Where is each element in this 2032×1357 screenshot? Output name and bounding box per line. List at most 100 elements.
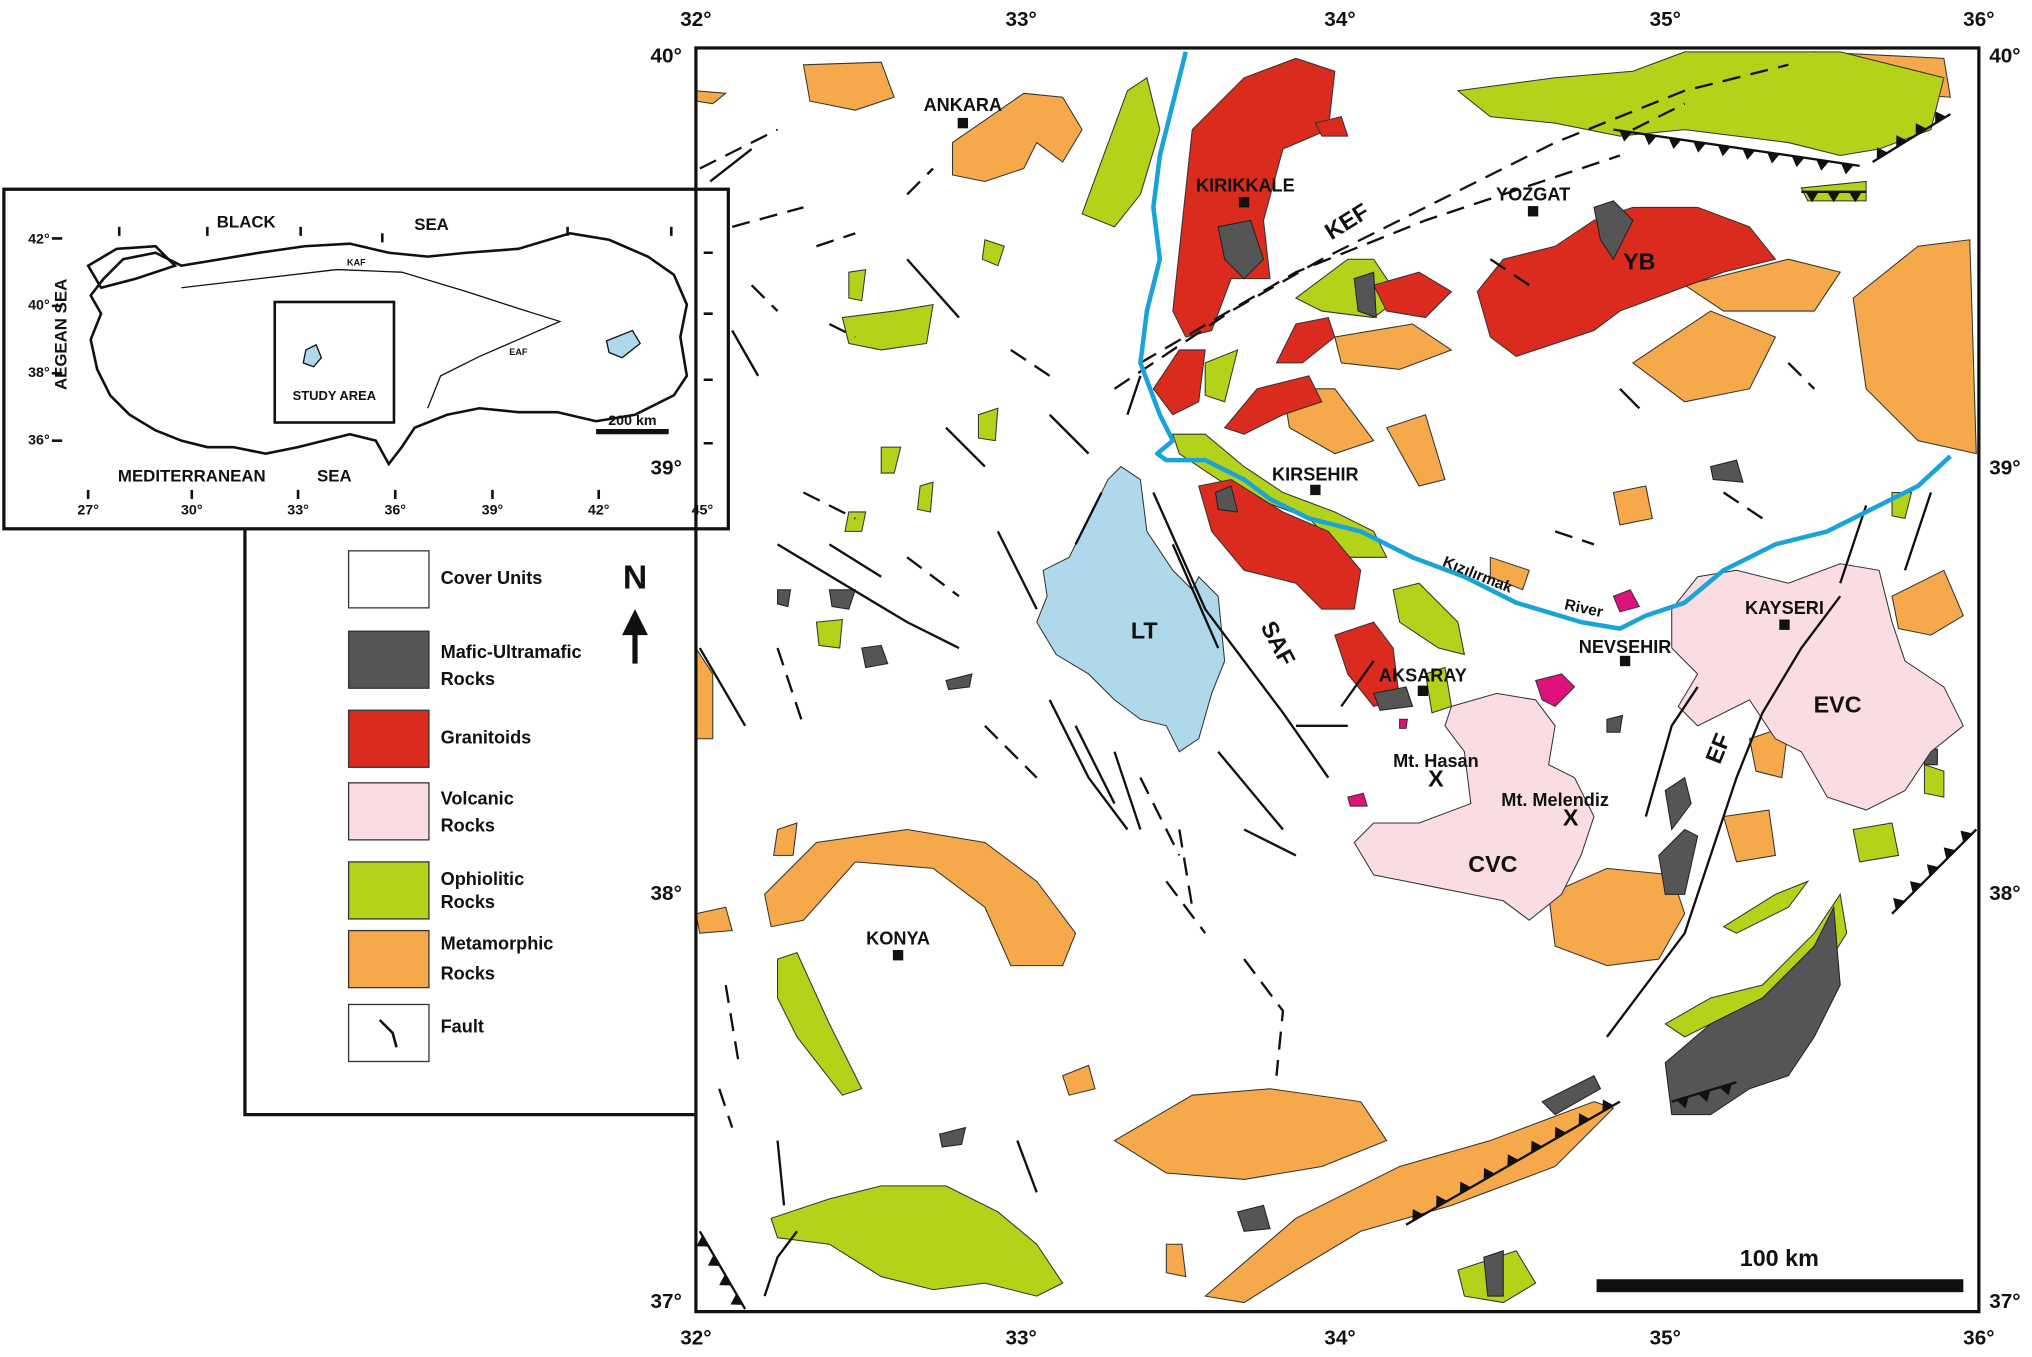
thrust-fault-teeth-part — [1791, 155, 1805, 168]
city-markers-part — [1527, 206, 1539, 217]
legend-labels-part: Rocks — [441, 892, 495, 912]
thrust-fault-teeth-part — [1742, 148, 1756, 160]
mafic-ultramafic-rocks — [777, 200, 1938, 1297]
mafic-ultramafic-rocks-part — [1664, 776, 1692, 831]
ophiolitic-rocks-part — [1392, 582, 1466, 656]
thrust-fault-teeth-part — [1767, 152, 1780, 164]
mafic-ultramafic-rocks-part — [777, 589, 792, 608]
ophiolitic-rocks-part — [841, 303, 934, 351]
metamorphic-rocks-part — [1852, 239, 1977, 455]
mafic-ultramafic-rocks-part — [1353, 271, 1377, 319]
minor-volcanics-part — [1534, 673, 1576, 707]
ophiolitic-rocks-part — [848, 268, 867, 302]
granitoids-part — [1152, 349, 1206, 416]
inset-labels-part: STUDY AREA — [293, 388, 377, 403]
inset-labels-part: EAF — [509, 347, 528, 357]
inset-coordinate-labels-part: 40° — [28, 298, 50, 314]
thrust-fault-teeth-part — [1816, 159, 1830, 171]
latitude-labels-part: 37° — [651, 1290, 682, 1313]
metamorphic-rocks-part — [1683, 258, 1842, 312]
city-labels: ANKARA KIRIKKALE YOZGAT KIRSEHIR AKSARAY… — [866, 95, 1824, 948]
inset-lake — [302, 343, 323, 368]
thrust-fault-teeth-part — [1827, 191, 1841, 203]
volcanic-rocks-part — [1671, 563, 1964, 811]
legend-labels-part: Fault — [441, 1017, 484, 1037]
ophiolitic-rocks-part — [1722, 880, 1810, 934]
thrust-fault-teeth-part — [1935, 111, 1947, 124]
mafic-ultramafic-rocks-part — [1664, 905, 1841, 1116]
thrust-fault-teeth-part — [1896, 135, 1908, 148]
thrust-fault-teeth-part — [1719, 1083, 1732, 1096]
inset-coordinate-labels-part: 45° — [692, 502, 714, 518]
granitoids-part — [1314, 116, 1349, 137]
mafic-ultramafic-rocks-part — [1483, 1250, 1504, 1297]
thrust-fault-teeth-part — [1960, 830, 1973, 843]
city-labels-part: X — [1563, 804, 1579, 830]
inset-outline-part — [89, 231, 689, 467]
legend-swatches-part — [347, 929, 430, 989]
inset-coordinate-labels-part: 33° — [287, 502, 309, 518]
metamorphic-rocks-part — [1548, 867, 1686, 967]
ophiolitic-rocks-part — [880, 446, 902, 474]
thrust-fault-teeth-part — [1531, 1140, 1543, 1153]
ophiolitic-rocks-part — [1852, 822, 1900, 863]
faults-part — [699, 63, 1816, 1128]
inset-outline — [51, 226, 713, 499]
inset-labels-part: 200 km — [608, 413, 656, 429]
minor-volcanics-part — [1399, 718, 1408, 729]
metamorphic-rocks-part — [695, 906, 733, 934]
thrust-fault-teeth — [696, 111, 1978, 1310]
legend-labels: Cover Units Mafic-Ultramafic Rocks Grani… — [441, 568, 582, 1036]
thrust-fault-teeth-part — [1578, 1113, 1590, 1126]
city-labels-part: YOZGAT — [1496, 185, 1570, 205]
thrust-fault-teeth-part — [1915, 123, 1927, 136]
thrust-fault-teeth-part — [1909, 881, 1922, 894]
thrust-fault-teeth-part — [707, 1254, 721, 1267]
scale-bar — [1596, 1279, 1964, 1293]
city-labels-part: KIRSEHIR — [1272, 464, 1359, 484]
inset-outline-part — [273, 300, 396, 424]
inset-lake-van — [605, 329, 642, 359]
mafic-ultramafic-rocks-part — [1372, 686, 1414, 711]
volcanic-rocks — [1353, 563, 1964, 921]
metamorphic-rocks-part — [1631, 310, 1777, 403]
metamorphic-rocks-part — [764, 828, 1077, 967]
mafic-ultramafic-rocks-part — [1214, 485, 1239, 513]
inset-labels-part: BLACK — [217, 212, 276, 231]
longitude-labels-part: 34° — [1324, 8, 1355, 31]
minor-volcanics — [1347, 589, 1641, 807]
thrust-fault-teeth-part — [1507, 1154, 1519, 1167]
metamorphic-rocks-part — [1165, 1243, 1187, 1278]
thrust-fault-teeth-part — [1554, 1126, 1567, 1140]
inset-outline-part — [51, 226, 713, 499]
north-arrow-part — [622, 609, 648, 636]
unit-labels-part: LT — [1131, 618, 1158, 644]
latitude-labels-part: 38° — [651, 882, 682, 905]
thrust-fault-teeth-part — [1805, 191, 1819, 203]
city-markers-part — [892, 950, 904, 961]
metamorphic-rocks-part — [1334, 323, 1453, 370]
city-labels-part: Mt. Melendiz — [1501, 790, 1609, 810]
mafic-ultramafic-rocks-part — [1217, 219, 1265, 280]
latitude-labels-part: 40° — [651, 44, 682, 67]
legend-labels-part: Granitoids — [441, 728, 532, 748]
mafic-ultramafic-rocks-part — [1593, 200, 1634, 261]
mafic-ultramafic-rocks-part — [1541, 1075, 1602, 1116]
city-markers-part — [1310, 484, 1321, 496]
city-labels-part: AKSARAY — [1379, 665, 1467, 685]
legend-labels-part: Rocks — [441, 816, 495, 836]
thrust-fault-teeth-part — [1436, 1195, 1448, 1208]
granitoids — [1152, 57, 1777, 707]
ophiolitic-rocks-part — [1923, 763, 1945, 798]
longitude-labels-part: 34° — [1324, 1326, 1355, 1349]
legend-labels-part: Rocks — [441, 669, 495, 689]
inset-labels: BLACK SEA AEGEAN SEA MEDITERRANEAN SEA S… — [52, 212, 657, 485]
thrust-fault-teeth-part — [719, 1274, 732, 1286]
ophiolitic-rocks-part — [1204, 349, 1239, 403]
thrust-fault-teeth-part — [696, 1235, 709, 1247]
unit-labels-part: EVC — [1814, 692, 1862, 718]
mafic-ultramafic-rocks-part — [1606, 714, 1624, 733]
mafic-ultramafic-rocks-part — [1710, 459, 1744, 483]
city-markers-part — [1238, 197, 1250, 208]
